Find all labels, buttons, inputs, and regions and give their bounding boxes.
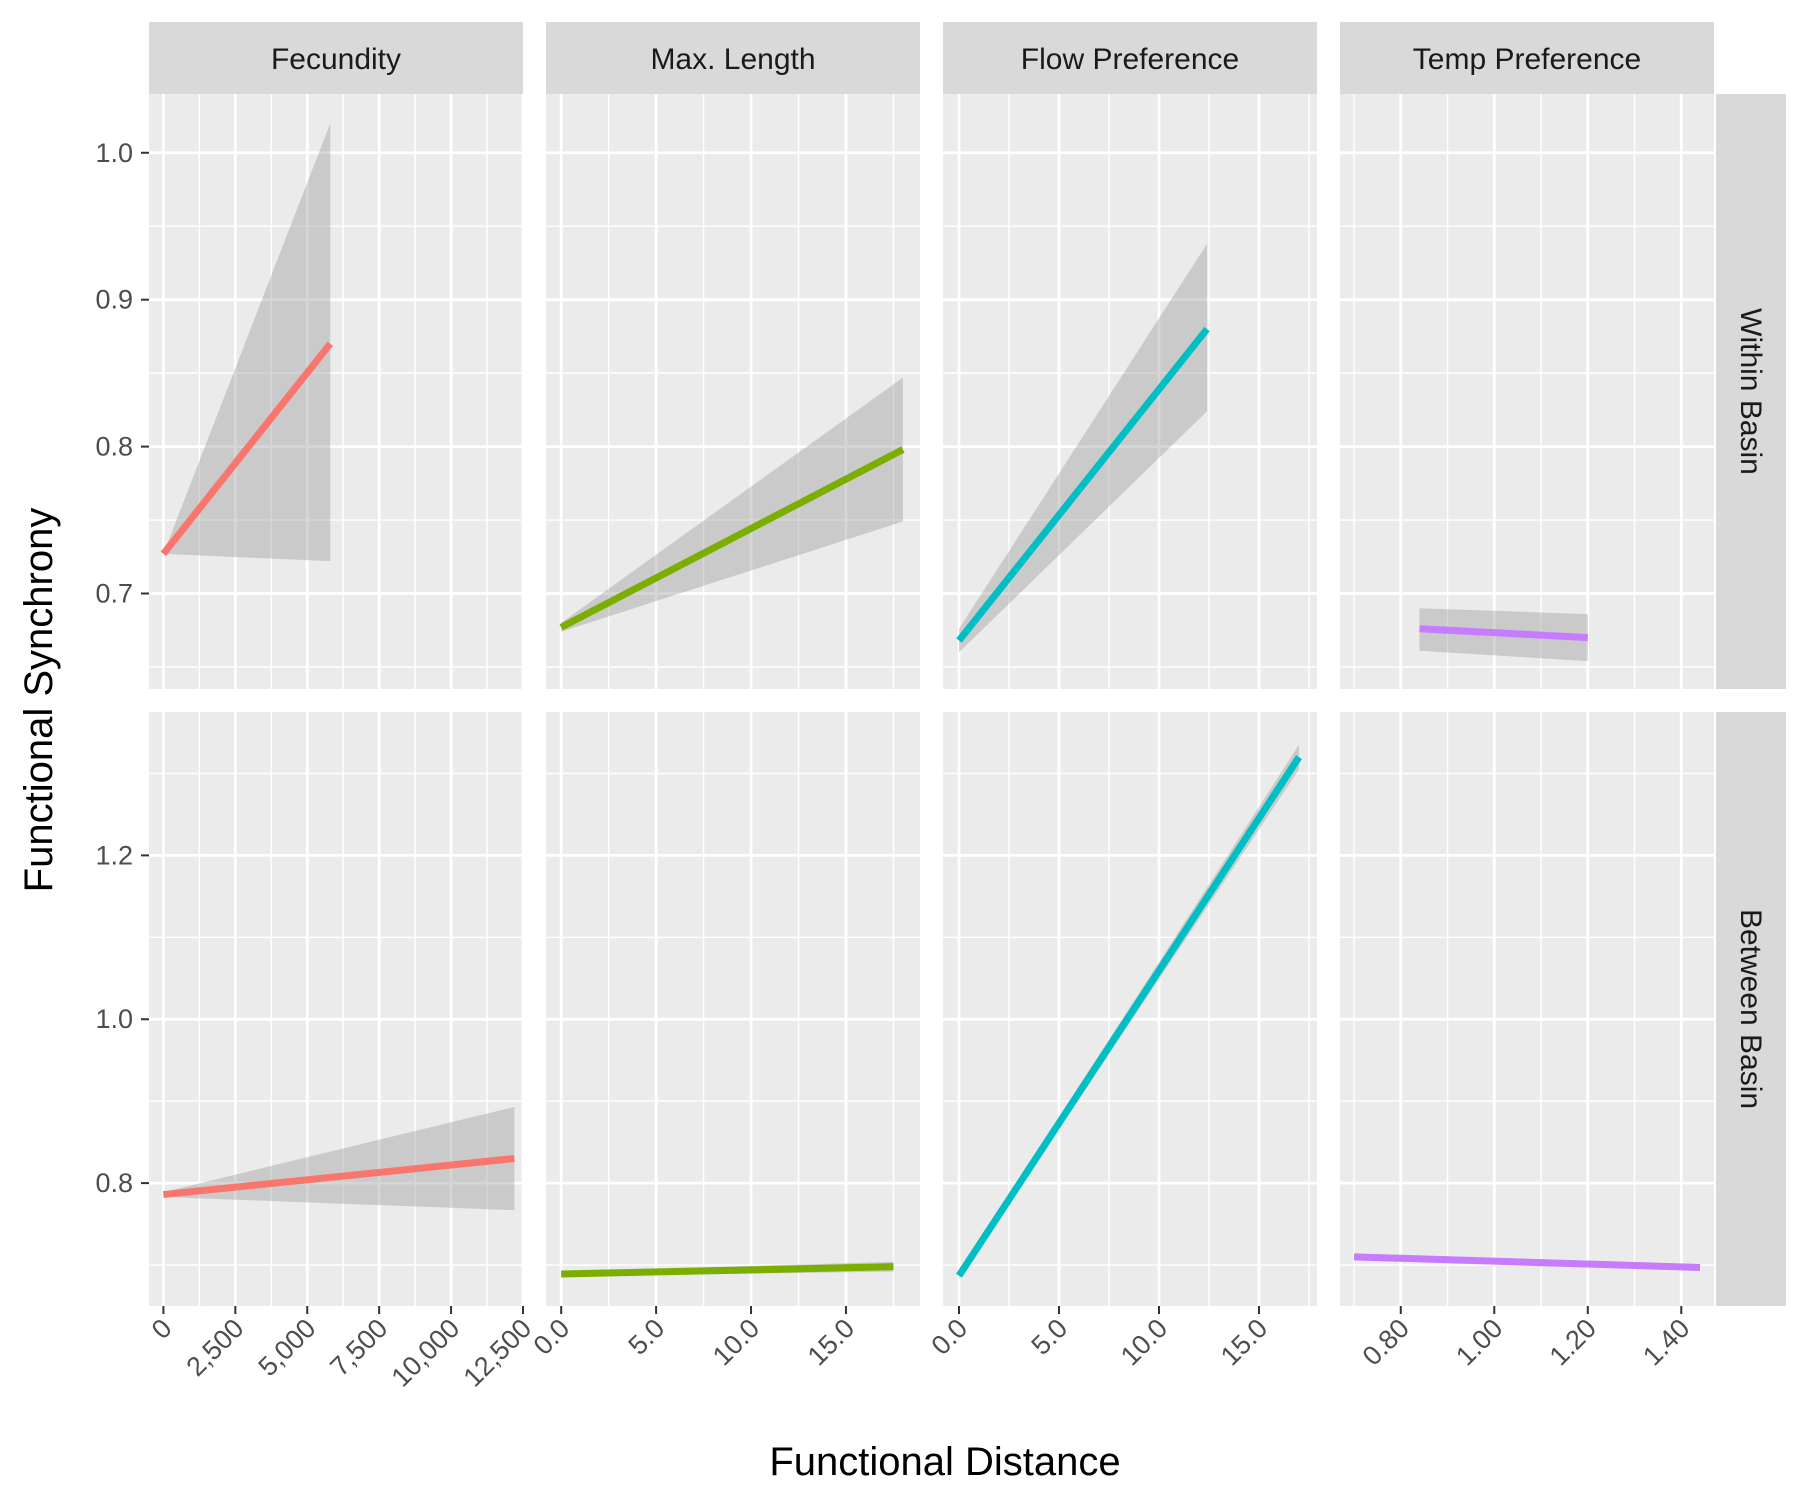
x-tick-label: 1.20 <box>1544 1313 1602 1371</box>
fit-line <box>1419 625 1588 642</box>
panel-background <box>1340 712 1714 1306</box>
panel-background <box>149 712 523 1306</box>
fit-line <box>559 446 905 631</box>
fit-line <box>561 1263 894 1278</box>
x-tick-label: 10.0 <box>1115 1313 1173 1371</box>
column-strip-background <box>149 22 523 94</box>
x-tick-label: 15.0 <box>802 1313 860 1371</box>
panel-1-2 <box>943 712 1317 1306</box>
x-tick-label: 0.0 <box>925 1313 973 1361</box>
x-tick-label: 15.0 <box>1215 1313 1273 1371</box>
panel-1-3 <box>1340 712 1714 1306</box>
x-tick-label: 10.0 <box>707 1313 765 1371</box>
x-tick-label: 1.40 <box>1637 1313 1695 1371</box>
fit-line <box>956 326 1210 643</box>
y-tick-label: 0.7 <box>95 579 133 609</box>
x-tick-label: 0.0 <box>528 1313 576 1361</box>
panel-0-0 <box>149 94 525 689</box>
row-strip-background <box>1716 94 1786 689</box>
x-tick-label: 0 <box>146 1313 178 1345</box>
y-tick-label: 1.0 <box>95 138 133 168</box>
fit-line <box>1353 1253 1701 1271</box>
confidence-band <box>959 243 1207 653</box>
y-tick-label: 0.8 <box>95 1168 133 1198</box>
y-tick-label: 0.9 <box>95 285 133 315</box>
y-axis-title: Functional Synchrony <box>17 508 61 893</box>
panel-background <box>1340 94 1714 689</box>
panel-background <box>149 94 523 689</box>
x-tick-label: 5.0 <box>1025 1313 1073 1361</box>
row-strip-label: Within Basin <box>1734 308 1767 475</box>
fit-line <box>160 341 333 557</box>
panel-background <box>943 94 1317 689</box>
x-tick-label: 2,500 <box>181 1313 250 1382</box>
x-axis-title: Functional Distance <box>769 1440 1120 1484</box>
row-strip-label: Between Basin <box>1734 909 1767 1109</box>
panel-1-0 <box>149 712 525 1306</box>
fit-line <box>163 1155 515 1199</box>
column-strip-label: Flow Preference <box>1021 43 1239 76</box>
column-strip-background <box>943 22 1317 94</box>
x-tick-label: 0.80 <box>1357 1313 1415 1371</box>
x-tick-label: 5.0 <box>623 1313 671 1361</box>
x-tick-label: 12,500 <box>458 1313 538 1393</box>
panel-0-2 <box>943 94 1317 689</box>
panels-layer: 0.7 0.8 0.9 1.0 Within Basin 0.8 1.0 1.2 Between… <box>95 22 1786 1393</box>
panel-1-1 <box>546 712 920 1306</box>
row-strip-background <box>1716 712 1786 1306</box>
y-tick-label: 0.8 <box>95 432 133 462</box>
x-tick-label: 1.00 <box>1450 1313 1508 1371</box>
confidence-band <box>163 123 331 562</box>
column-strip-label: Temp Preference <box>1413 43 1641 76</box>
x-tick-label: 10,000 <box>386 1313 466 1393</box>
column-strip-label: Fecundity <box>271 43 401 76</box>
panel-background <box>546 712 920 1306</box>
column-strip-background <box>1340 22 1714 94</box>
panel-0-3 <box>1340 94 1714 689</box>
column-strip-label: Max. Length <box>650 43 815 76</box>
panel-0-1 <box>546 94 920 689</box>
x-tick-label: 7,500 <box>324 1313 393 1382</box>
y-tick-label: 1.2 <box>95 840 133 870</box>
column-strip-background <box>546 22 920 94</box>
y-tick-label: 1.0 <box>95 1004 133 1034</box>
confidence-band <box>561 377 903 632</box>
x-tick-label: 5,000 <box>252 1313 321 1382</box>
fit-line <box>956 755 1302 1278</box>
